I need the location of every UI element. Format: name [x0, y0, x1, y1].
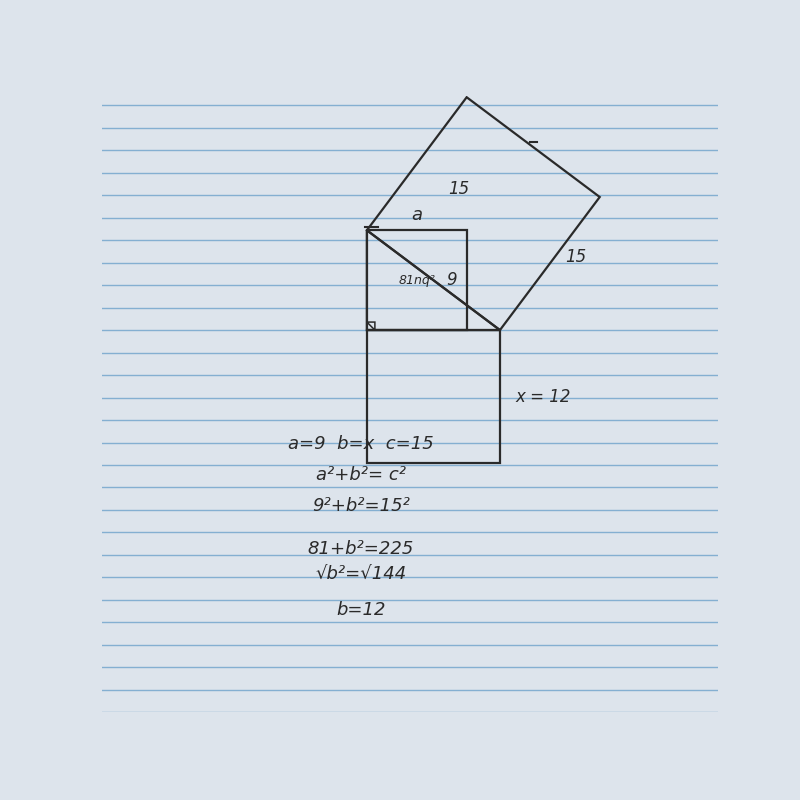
- Text: a²+b²= c²: a²+b²= c²: [316, 466, 406, 484]
- Text: a: a: [411, 206, 422, 224]
- Text: √b²=√144: √b²=√144: [315, 565, 406, 582]
- Text: 81nq²: 81nq²: [398, 274, 435, 286]
- Text: b=12: b=12: [336, 602, 386, 619]
- Text: x = 12: x = 12: [515, 388, 571, 406]
- Text: 81+b²=225: 81+b²=225: [307, 540, 414, 558]
- Text: 15: 15: [566, 248, 586, 266]
- Text: 9²+b²=15²: 9²+b²=15²: [312, 497, 410, 514]
- Text: 9: 9: [446, 271, 457, 289]
- Text: a=9  b=x  c=15: a=9 b=x c=15: [288, 435, 434, 453]
- Text: 15: 15: [448, 180, 470, 198]
